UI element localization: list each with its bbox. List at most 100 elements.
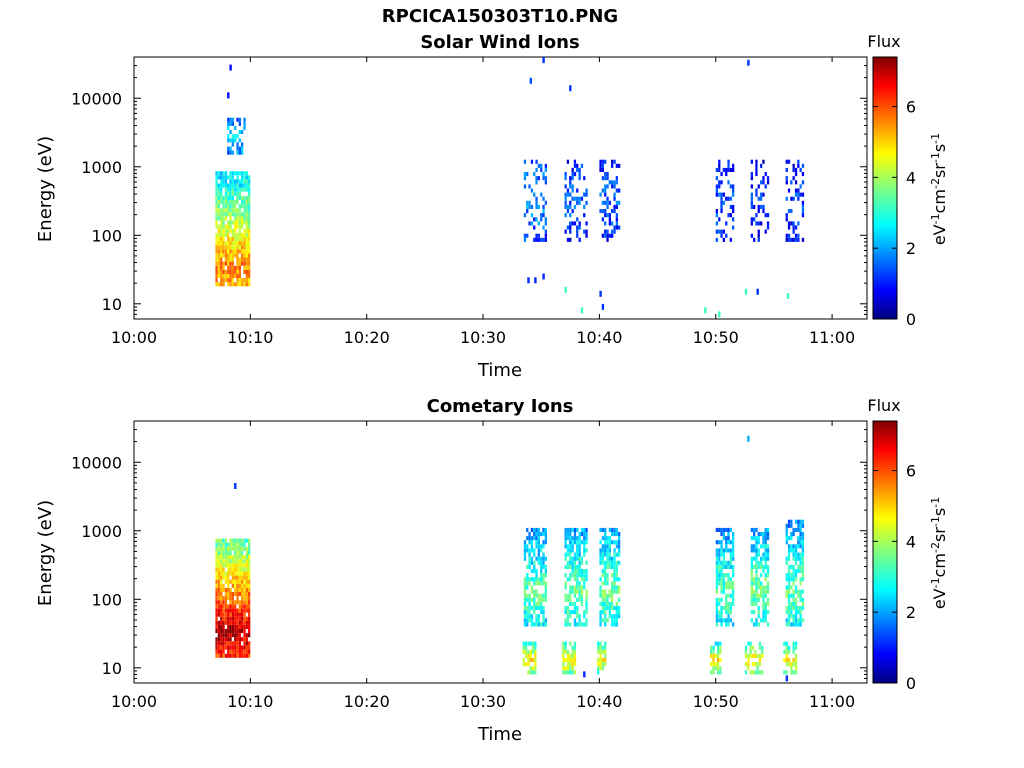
flux-cell	[766, 573, 770, 578]
flux-cell	[578, 569, 581, 574]
flux-cell	[790, 577, 793, 582]
flux-cell	[220, 563, 223, 568]
flux-cell	[797, 544, 800, 549]
flux-cell	[542, 618, 545, 623]
flux-cell	[245, 253, 248, 258]
flux-cell	[611, 597, 614, 602]
flux-cell	[564, 610, 567, 615]
flux-point	[569, 85, 572, 92]
flux-cell	[544, 180, 547, 185]
flux-cell	[238, 187, 241, 192]
flux-cell	[229, 579, 232, 584]
flux-cell	[599, 167, 602, 172]
y-tick-label: 1000	[81, 522, 122, 541]
flux-cell	[523, 610, 527, 615]
flux-cell	[245, 274, 248, 279]
flux-cell	[606, 172, 609, 177]
flux-cell	[526, 564, 529, 569]
flux-cell	[792, 658, 795, 663]
flux-cell	[229, 204, 232, 209]
flux-cell	[799, 589, 802, 594]
flux-cell	[569, 614, 572, 619]
flux-cell	[601, 548, 604, 553]
flux-cell	[712, 658, 715, 663]
flux-cell	[755, 564, 758, 569]
flux-cell	[583, 577, 586, 582]
flux-cell	[542, 176, 545, 181]
flux-cell	[535, 217, 538, 222]
flux-cell	[727, 601, 730, 606]
flux-cell	[238, 265, 241, 270]
flux-cell	[604, 213, 607, 218]
flux-cell	[569, 653, 572, 658]
flux-cell	[234, 216, 237, 221]
colorbar-title-solar-wind: Flux	[867, 32, 900, 51]
flux-cell	[757, 196, 760, 201]
flux-cell	[248, 241, 251, 246]
flux-cell	[245, 604, 248, 609]
flux-cell	[229, 616, 232, 621]
flux-cell	[528, 601, 531, 606]
flux-cell	[764, 184, 767, 189]
flux-cell	[715, 618, 718, 623]
flux-cell	[227, 200, 230, 205]
flux-cell	[528, 560, 531, 565]
flux-cell	[601, 597, 604, 602]
flux-cell	[564, 204, 567, 209]
flux-cell	[760, 573, 763, 578]
flux-cell	[236, 620, 239, 625]
flux-cell	[526, 573, 529, 578]
flux-cell	[722, 167, 725, 172]
flux-cell	[227, 261, 230, 266]
flux-cell	[220, 249, 223, 254]
flux-cell	[732, 167, 735, 172]
flux-cell	[231, 212, 234, 217]
flux-cell	[243, 212, 246, 217]
flux-cell	[231, 220, 234, 225]
flux-cell	[615, 213, 618, 218]
flux-cell	[608, 527, 611, 532]
flux-cell	[245, 575, 248, 580]
flux-cell	[542, 172, 545, 177]
flux-cell	[238, 117, 241, 122]
flux-cell	[241, 542, 244, 547]
flux-cell	[238, 571, 241, 576]
flux-cell	[224, 253, 228, 258]
flux-cell	[526, 577, 529, 582]
flux-cell	[569, 670, 572, 675]
flux-cell	[224, 653, 228, 658]
flux-cell	[530, 536, 534, 541]
flux-cell	[725, 536, 728, 541]
flux-cell	[585, 569, 588, 574]
flux-cell	[227, 220, 230, 225]
flux-cell	[217, 228, 221, 233]
flux-cell	[243, 629, 246, 634]
flux-cell	[215, 261, 218, 266]
flux-cell	[569, 176, 572, 181]
flux-cell	[222, 245, 225, 250]
flux-cell	[744, 653, 748, 658]
flux-cell	[597, 662, 600, 667]
flux-cell	[522, 641, 525, 646]
flux-cell	[583, 548, 586, 553]
flux-point	[704, 307, 707, 314]
flux-cell	[604, 229, 607, 234]
flux-cell	[220, 645, 223, 650]
flux-cell	[729, 577, 732, 582]
flux-cell	[727, 622, 730, 627]
flux-cell	[220, 232, 223, 237]
flux-cell	[729, 548, 732, 553]
flux-cell	[604, 573, 607, 578]
flux-cell	[245, 204, 248, 209]
flux-cell	[578, 200, 581, 205]
flux-cell	[601, 217, 604, 222]
flux-cell	[229, 282, 232, 287]
flux-cell	[238, 224, 241, 229]
flux-cell	[583, 229, 586, 234]
flux-cell	[799, 552, 802, 557]
flux-cell	[220, 245, 223, 250]
y-tick-label: 100	[91, 590, 122, 609]
flux-cell	[229, 546, 232, 551]
flux-cell	[599, 548, 602, 553]
flux-cell	[573, 172, 577, 177]
